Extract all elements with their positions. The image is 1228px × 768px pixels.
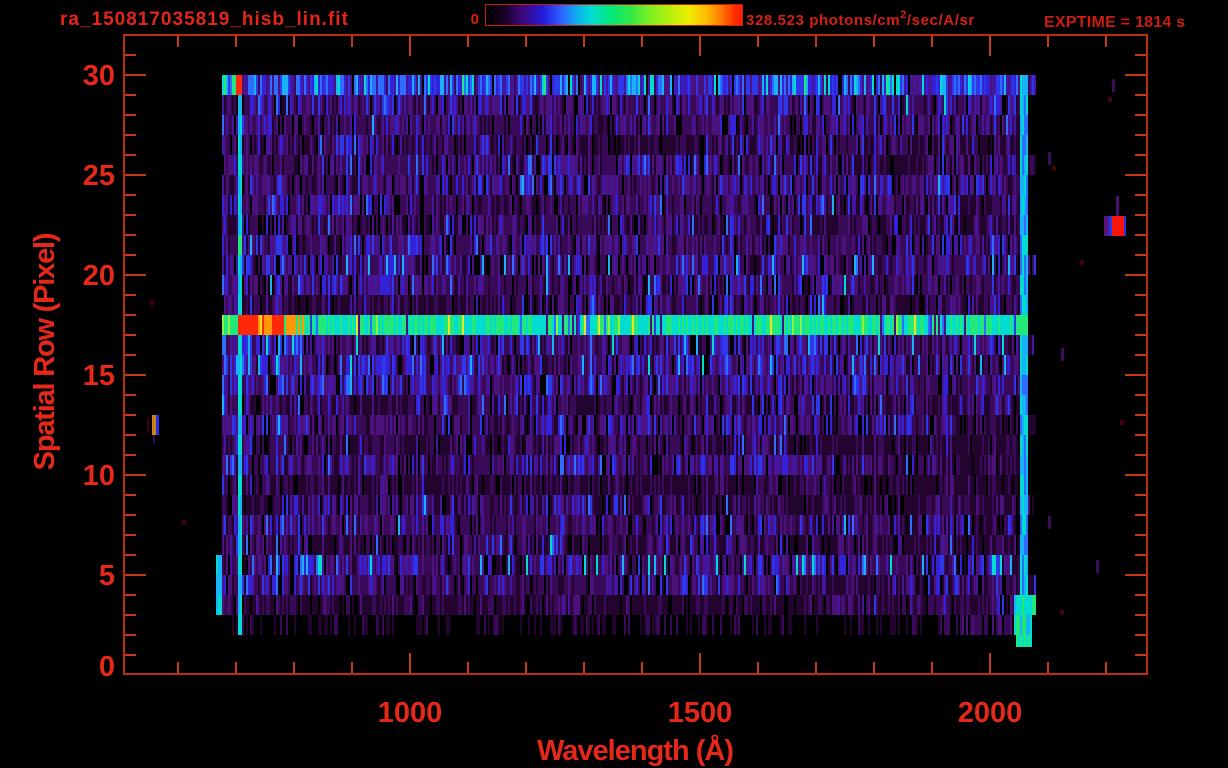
svg-text:5: 5 [99,560,115,592]
svg-text:20: 20 [83,260,115,292]
svg-text:ra_150817035819_hisb_lin.fit: ra_150817035819_hisb_lin.fit [60,9,349,30]
svg-text:1000: 1000 [378,697,443,729]
svg-text:2000: 2000 [958,697,1023,729]
svg-text:10: 10 [83,460,115,492]
svg-text:Wavelength (Å): Wavelength (Å) [537,734,733,767]
svg-text:0: 0 [471,11,479,28]
svg-text:0: 0 [99,651,115,683]
svg-text:30: 30 [83,60,115,92]
svg-text:25: 25 [83,160,115,192]
svg-text:Spatial Row (Pixel): Spatial Row (Pixel) [29,233,61,470]
svg-text:15: 15 [83,360,115,392]
svg-text:1500: 1500 [668,697,733,729]
svg-text:EXPTIME = 1814 s: EXPTIME = 1814 s [1044,14,1185,31]
svg-text:328.523 photons/cm2/sec/A/sr: 328.523 photons/cm2/sec/A/sr [746,9,975,29]
